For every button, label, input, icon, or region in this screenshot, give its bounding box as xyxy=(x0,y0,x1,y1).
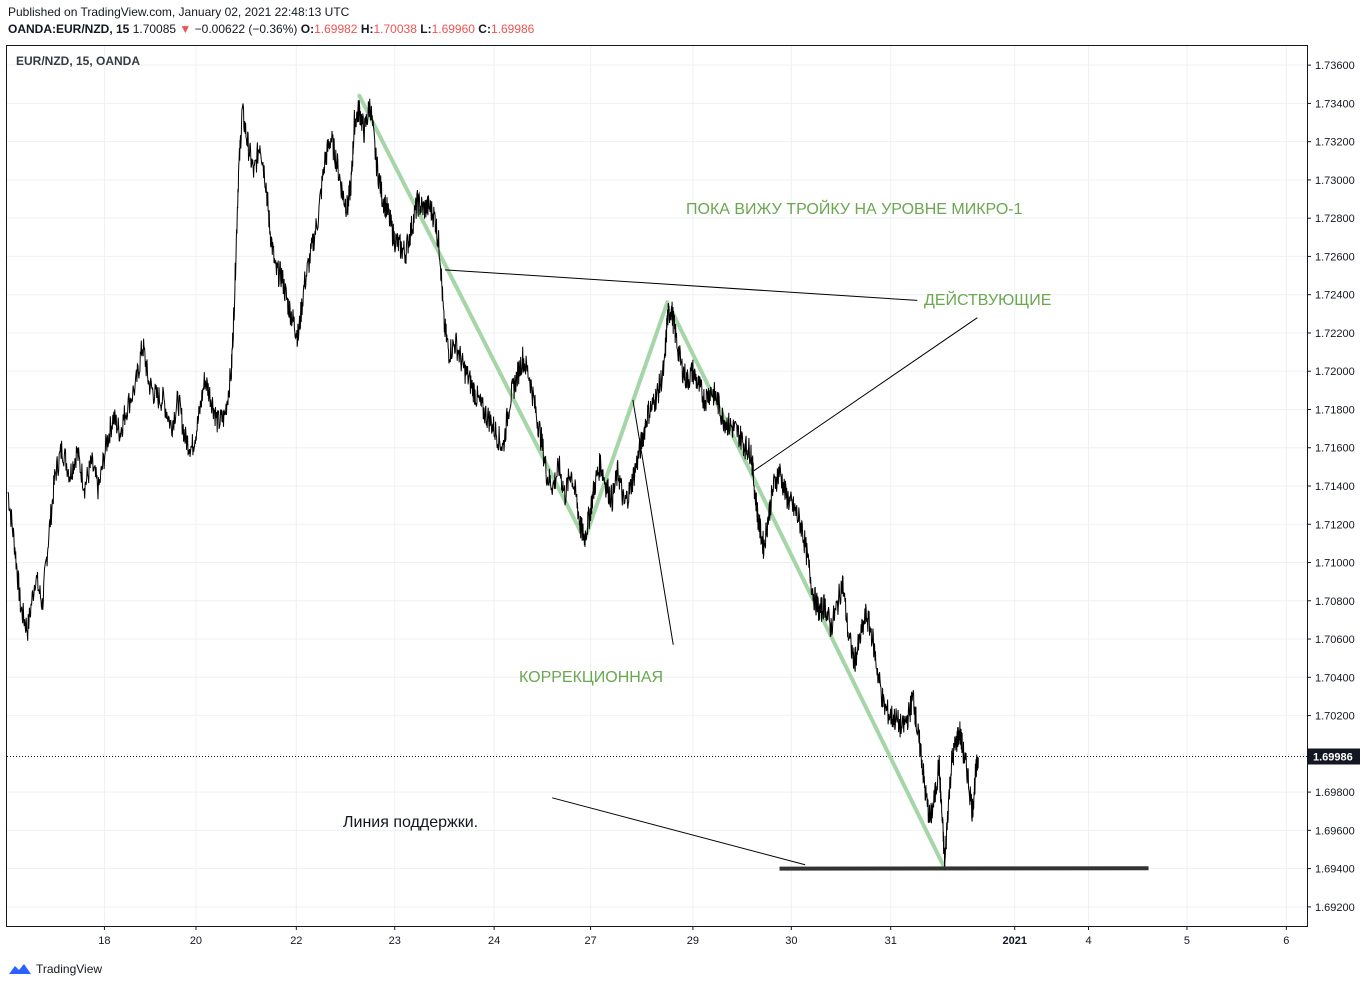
current-price-tag xyxy=(1308,748,1360,765)
x-tick-label: 22 xyxy=(290,935,302,947)
y-tick-label: 1.70400 xyxy=(1315,672,1355,684)
y-tick-label: 1.70800 xyxy=(1315,596,1355,608)
low-label: L: xyxy=(420,22,432,36)
x-tick-label: 29 xyxy=(687,935,699,947)
close-value: 1.69986 xyxy=(490,22,535,36)
y-tick-label: 1.73600 xyxy=(1315,60,1355,72)
high-value: 1.70038 xyxy=(373,22,417,36)
last-price: 1.70085 xyxy=(132,22,177,36)
y-tick-label: 1.69200 xyxy=(1315,902,1355,914)
y-tick-label: 1.71800 xyxy=(1315,404,1355,416)
y-tick-label: 1.71400 xyxy=(1315,481,1355,493)
x-tick-label: 30 xyxy=(785,935,797,947)
y-tick-label: 1.73000 xyxy=(1315,175,1355,187)
tradingview-logo-icon xyxy=(9,964,31,974)
annotation-pointer xyxy=(632,399,674,645)
annotation-micro: ПОКА ВИЖУ ТРОЙКУ НА УРОВНЕ МИКРО-1 xyxy=(686,199,1023,218)
y-tick-label: 1.72800 xyxy=(1315,213,1355,225)
y-tick-label: 1.73200 xyxy=(1315,137,1355,149)
change-arrow-icon: ▼ xyxy=(179,22,192,36)
symbol-name: OANDA:EUR/NZD, 15 xyxy=(8,22,130,36)
y-tick-label: 1.69600 xyxy=(1315,825,1355,837)
open-label: O: xyxy=(300,22,315,36)
y-tick-label: 1.69400 xyxy=(1315,864,1355,876)
x-tick-label: 20 xyxy=(190,935,202,947)
x-tick-label: 31 xyxy=(885,935,897,947)
annotation-pointer xyxy=(753,317,978,472)
open-value: 1.69982 xyxy=(314,22,358,36)
x-tick-label: 27 xyxy=(584,935,596,947)
high-label: H: xyxy=(360,22,374,36)
y-tick-label: 1.71600 xyxy=(1315,443,1355,455)
y-tick-label: 1.71200 xyxy=(1315,519,1355,531)
y-tick-label: 1.69800 xyxy=(1315,787,1355,799)
chart-title: EUR/NZD, 15, OANDA xyxy=(16,54,141,68)
x-tick-label: 2021 xyxy=(1002,935,1026,947)
x-tick-label: 23 xyxy=(389,935,401,947)
y-tick-label: 1.71000 xyxy=(1315,558,1355,570)
x-tick-label: 4 xyxy=(1085,935,1091,947)
annotation-pointer xyxy=(552,797,806,866)
y-tick-label: 1.70600 xyxy=(1315,634,1355,646)
tradingview-footer[interactable]: TradingView xyxy=(8,962,102,976)
x-tick-label: 24 xyxy=(488,935,500,947)
annotation-support: Линия поддержки. xyxy=(343,814,478,831)
annotation-impulse: ДЕЙСТВУЮЩИЕ xyxy=(924,290,1051,309)
y-tick-label: 1.72200 xyxy=(1315,328,1355,340)
chart-frame xyxy=(6,45,1308,927)
x-tick-label: 18 xyxy=(98,935,110,947)
y-tick-label: 1.72400 xyxy=(1315,290,1355,302)
x-tick-label: 5 xyxy=(1184,935,1190,947)
published-caption: Published on TradingView.com, January 02… xyxy=(8,5,350,19)
y-tick-label: 1.70200 xyxy=(1315,711,1355,723)
annotation-pointers xyxy=(444,269,978,866)
y-tick-label: 1.72000 xyxy=(1315,366,1355,378)
tradingview-brand: TradingView xyxy=(36,962,103,976)
y-tick-label: 1.72600 xyxy=(1315,251,1355,263)
low-value: 1.69960 xyxy=(431,22,475,36)
symbol-legend: OANDA:EUR/NZD, 15 1.70085 ▼ −0.00622 (−0… xyxy=(8,22,534,36)
y-tick-label: 1.73400 xyxy=(1315,98,1355,110)
current-price-label: 1.69986 xyxy=(1313,752,1353,764)
annotation-correction: КОРРЕКЦИОННАЯ xyxy=(519,669,663,686)
x-tick-label: 6 xyxy=(1283,935,1289,947)
price-series-line xyxy=(7,98,979,871)
price-change: −0.00622 (−0.36%) xyxy=(194,22,298,36)
wave-segment xyxy=(582,300,670,542)
close-label: C: xyxy=(478,22,491,36)
wave-segment xyxy=(357,93,587,542)
annotation-pointer xyxy=(444,269,918,301)
